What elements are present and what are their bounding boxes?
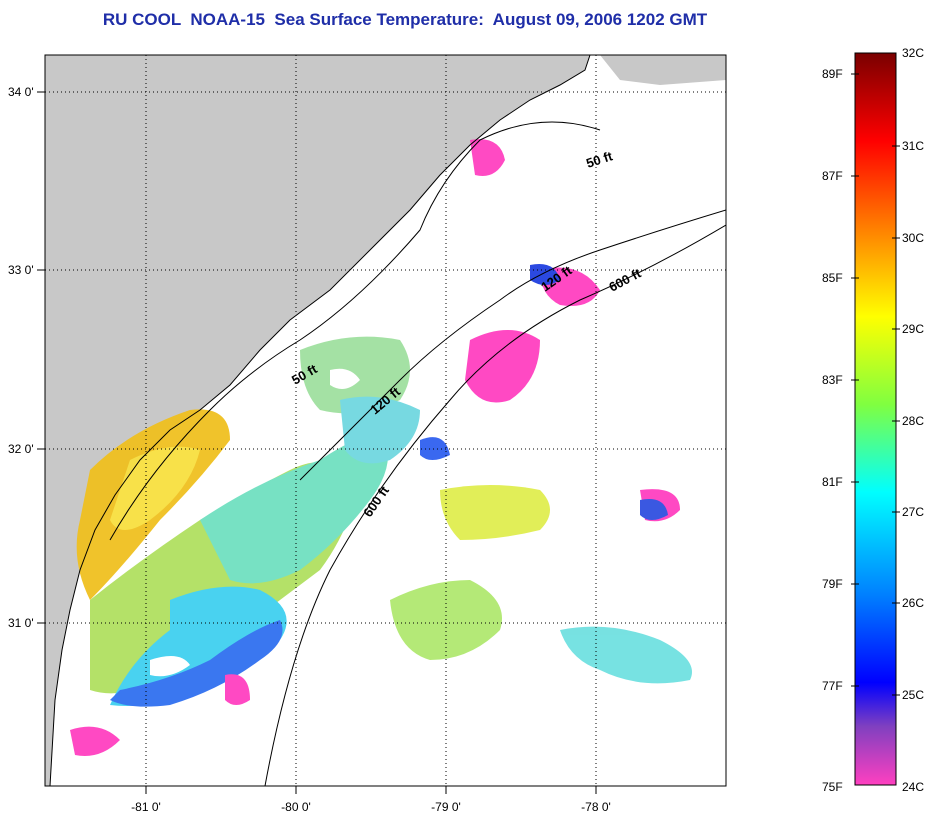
lon-tick-label: -79 0' bbox=[431, 800, 461, 814]
lat-tick-label: 31 0' bbox=[8, 616, 34, 630]
lat-tick-label: 33 0' bbox=[8, 263, 34, 277]
colorbar-fahrenheit-label: 89F bbox=[822, 67, 843, 81]
colorbar-fahrenheit-label: 79F bbox=[822, 577, 843, 591]
colorbar-celsius-label: 25C bbox=[902, 688, 925, 702]
contour-50ft bbox=[109, 121, 601, 541]
colorbar-celsius-label: 29C bbox=[902, 322, 925, 336]
sst-data bbox=[70, 139, 692, 756]
graticule bbox=[45, 55, 726, 786]
colorbar-fahrenheit-label: 75F bbox=[822, 780, 843, 794]
colorbar-fahrenheit-label: 87F bbox=[822, 169, 843, 183]
colorbar-celsius-label: 26C bbox=[902, 596, 925, 610]
map-frame bbox=[44, 54, 727, 787]
colorbar-fahrenheit-label: 77F bbox=[822, 679, 843, 693]
coastline bbox=[49, 55, 591, 786]
colorbar-celsius-label: 32C bbox=[902, 46, 925, 60]
lat-tick-label: 34 0' bbox=[8, 85, 34, 99]
colorbar-celsius-label: 24C bbox=[902, 780, 925, 794]
colorbar-celsius-label: 27C bbox=[902, 505, 925, 519]
colorbar-fahrenheit-label: 83F bbox=[822, 373, 843, 387]
colorbar-ticks bbox=[851, 73, 900, 696]
lat-tick-label: 32 0' bbox=[8, 442, 34, 456]
colorbar-fahrenheit-label: 81F bbox=[822, 475, 843, 489]
map-title: RU COOL NOAA-15 Sea Surface Temperature:… bbox=[102, 10, 708, 29]
contour-600ft bbox=[264, 224, 726, 786]
lon-tick-label: -80 0' bbox=[281, 800, 311, 814]
colorbar-fahrenheit-label: 85F bbox=[822, 271, 843, 285]
colorbar bbox=[854, 52, 897, 786]
colorbar-celsius-label: 28C bbox=[902, 414, 925, 428]
land-area bbox=[45, 55, 590, 786]
tick-marks bbox=[37, 91, 597, 794]
colorbar-celsius-label: 30C bbox=[902, 231, 925, 245]
land-area-ne bbox=[600, 55, 726, 85]
lon-tick-label: -78 0' bbox=[581, 800, 611, 814]
colorbar-celsius-label: 31C bbox=[902, 139, 925, 153]
lon-tick-label: -81 0' bbox=[131, 800, 161, 814]
contour-120ft bbox=[299, 209, 726, 481]
